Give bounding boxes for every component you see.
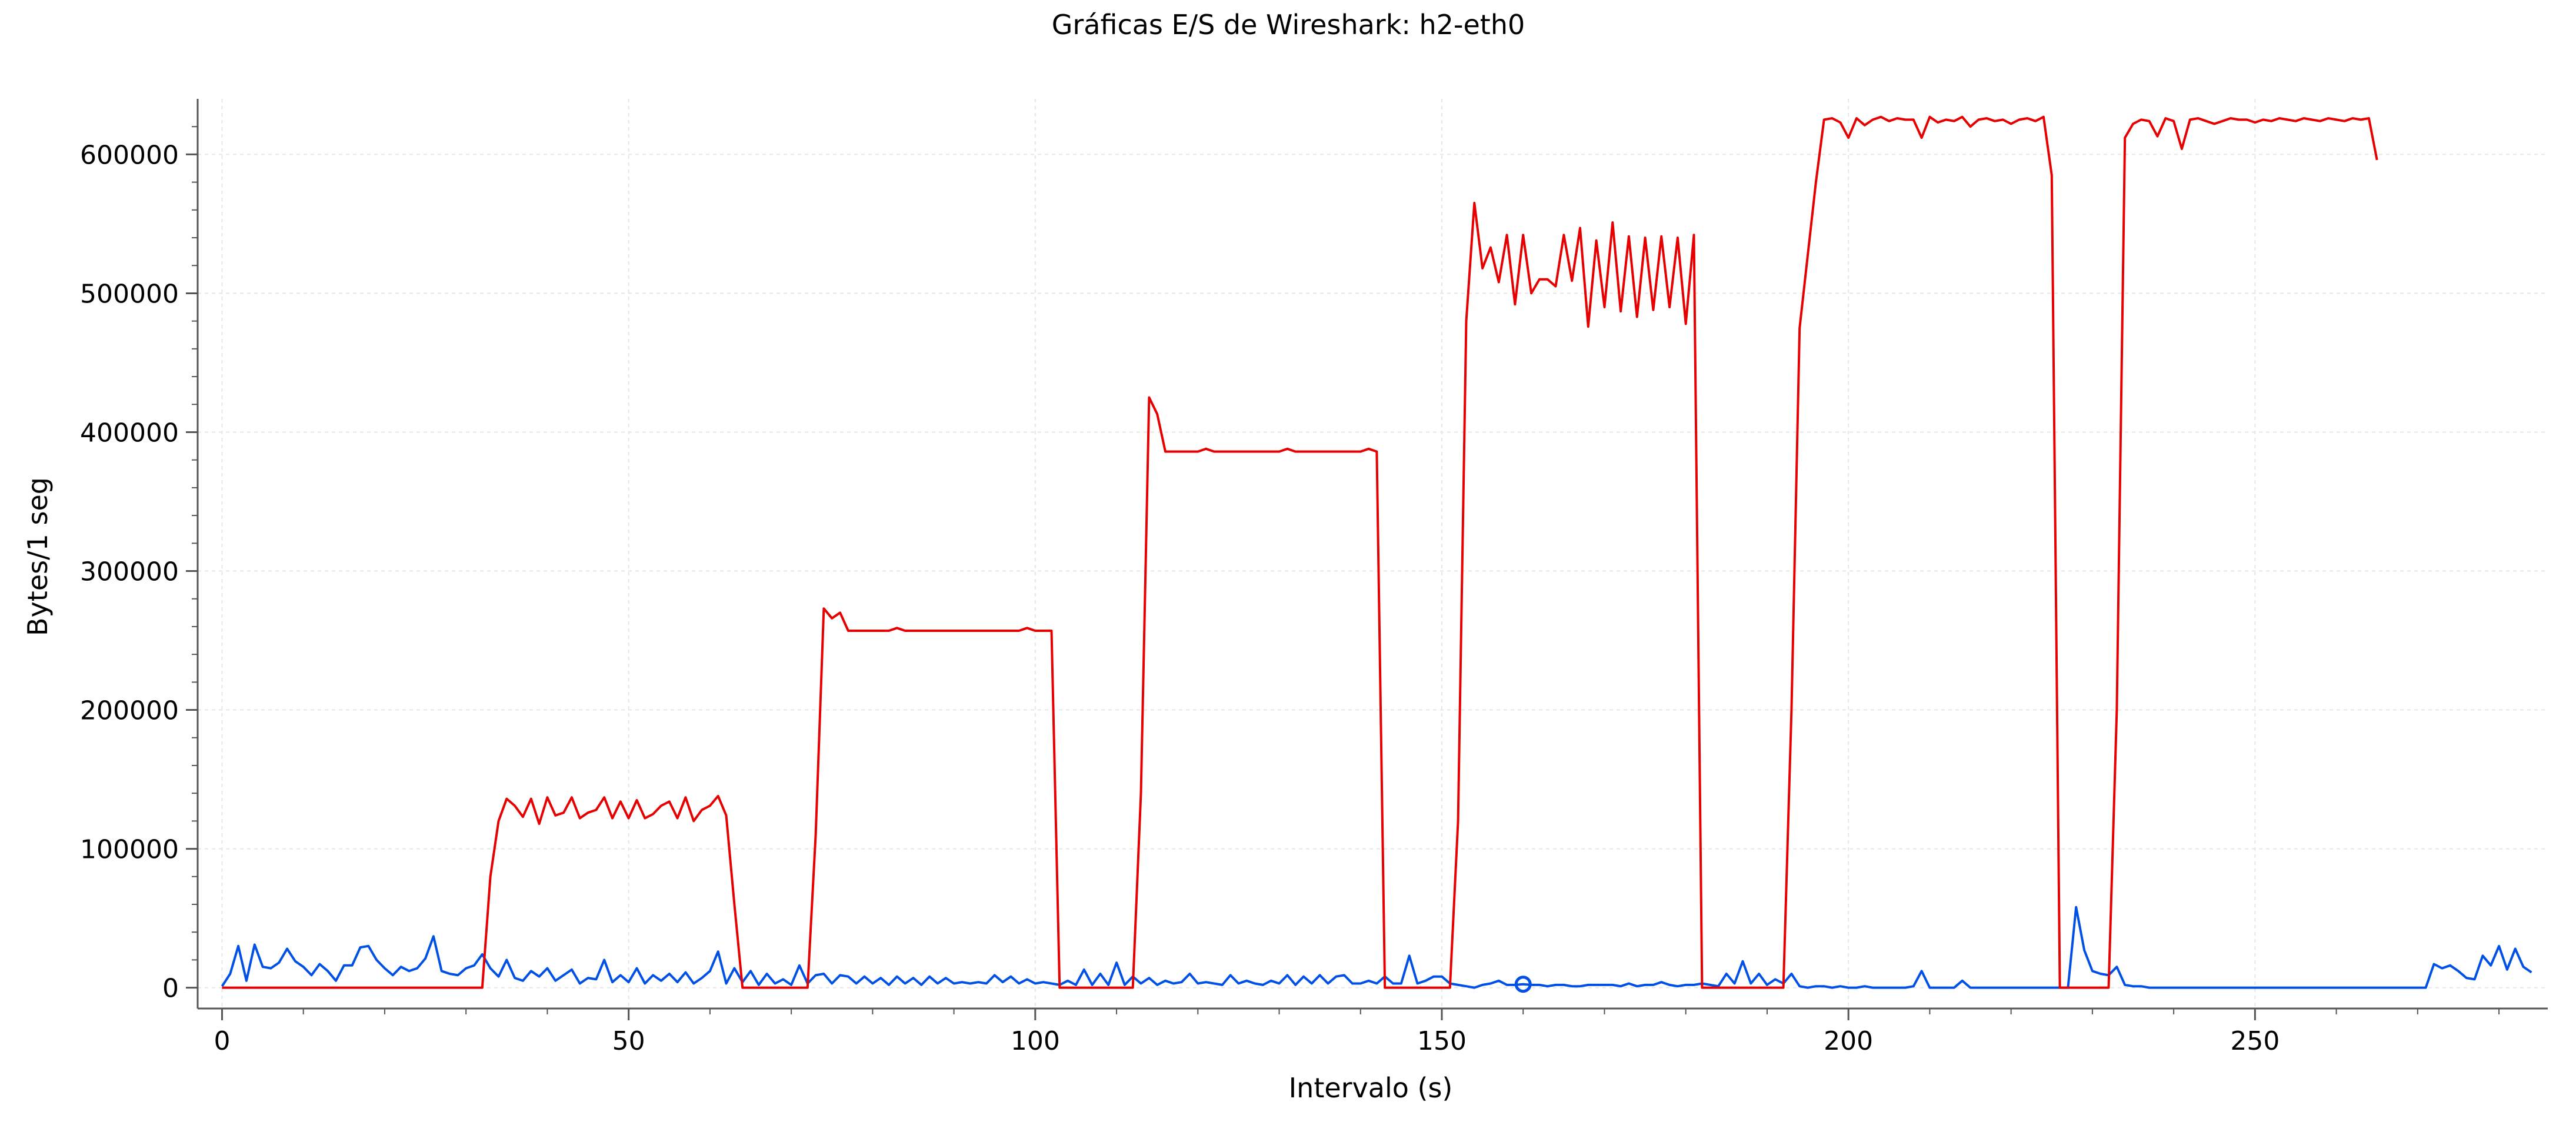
selected-point-marker [1514,976,1532,993]
x-tick-label: 50 [612,1026,645,1056]
y-axis-label: Bytes/1 seg [22,477,54,636]
y-tick-label: 300000 [80,557,179,587]
y-tick-label: 500000 [80,279,179,309]
y-tick-label: 600000 [80,140,179,170]
tick-labels: 0 50 100 150 200 250 0 100000 200000 300000 400000… [80,140,2280,1056]
x-axis-label: Intervalo (s) [1289,1072,1453,1104]
chart-title: Gráficas E/S de Wireshark: h2-eth0 [1052,9,1525,41]
y-tick-label: 0 [162,974,179,1004]
y-tick-label: 200000 [80,696,179,726]
x-tick-label: 100 [1011,1026,1060,1056]
series-line-1 [222,115,2378,989]
series-layer [221,115,2532,993]
x-tick-label: 250 [2230,1026,2280,1056]
x-tick-label: 0 [214,1026,230,1056]
y-tick-label: 100000 [80,835,179,865]
series-line-0 [221,906,2532,989]
x-tick-label: 150 [1417,1026,1467,1056]
grid-lines [198,99,2548,1008]
y-tick-label: 400000 [80,418,179,448]
x-tick-label: 200 [1824,1026,1873,1056]
axes [186,99,2548,1020]
